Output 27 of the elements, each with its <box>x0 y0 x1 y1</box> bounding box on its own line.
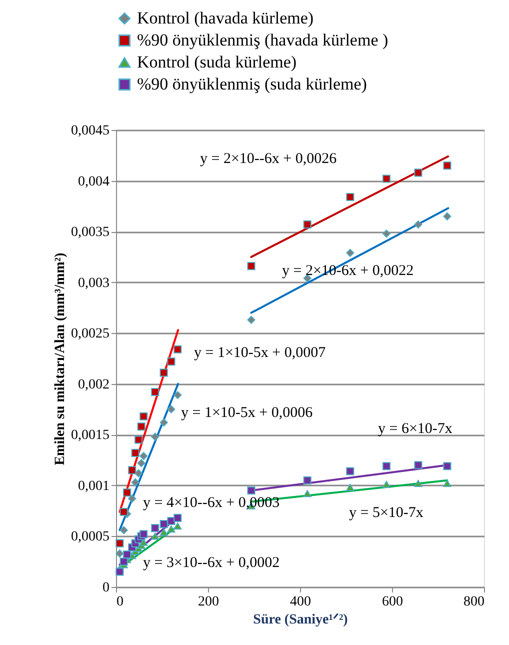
y-axis-title: Emilen su miktarı/Alan (mm³/mm²) <box>53 252 68 466</box>
x-tick-label: 600 <box>382 594 403 610</box>
y-tick-label: 0,0045 <box>71 124 110 138</box>
annotation: y = 5×10-7x <box>349 505 424 521</box>
y-tick-label: 0,001 <box>78 478 110 494</box>
y-tick-label: 0,0035 <box>71 225 110 240</box>
x-tick-label: 0 <box>116 594 124 610</box>
x-axis-title: Süre (Saniye¹ᐟ²) <box>253 612 348 628</box>
x-tick-label: 200 <box>198 594 219 610</box>
annotation: y = 6×10-7x <box>378 421 453 437</box>
legend-label: %90 önyüklenmiş (suda kürleme) <box>137 74 367 94</box>
y-tick-label: 0,0025 <box>71 326 110 342</box>
annotation: y = 1×10-5x + 0,0006 <box>181 405 314 421</box>
annotation: y = 3×10--6x + 0,0002 <box>143 555 280 571</box>
y-tick-label: 0,0015 <box>71 428 110 444</box>
annotation: y = 1×10-5x + 0,0007 <box>194 345 326 361</box>
legend-label: Kontrol (suda kürleme) <box>137 52 297 72</box>
y-tick-label: 0,0005 <box>71 530 110 545</box>
y-tick-label: 0,002 <box>78 377 110 392</box>
y-tick-label: 0,003 <box>78 276 110 291</box>
y-tick-label: 0,004 <box>78 174 110 190</box>
x-tick-label: 800 <box>464 594 484 610</box>
annotation: y = 2×10--6x + 0,0026 <box>200 151 338 167</box>
y-tick-label: 0 <box>102 580 110 596</box>
legend-label: %90 önyüklenmiş (havada kürleme ) <box>137 30 388 50</box>
legend-label: Kontrol (havada kürleme) <box>137 8 314 28</box>
x-tick-label: 400 <box>290 594 311 610</box>
